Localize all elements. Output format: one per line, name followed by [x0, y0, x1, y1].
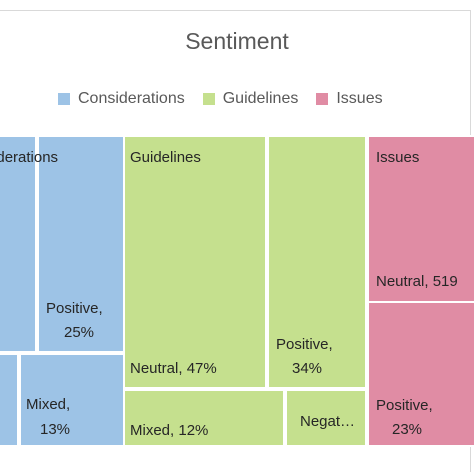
- treemap-rect-issues-1: [367, 135, 474, 303]
- legend-label-considerations: Considerations: [78, 90, 185, 107]
- legend-item-issues: Issues: [316, 90, 383, 108]
- legend-item-considerations: Considerations: [58, 90, 185, 108]
- treemap-rect-considerations-3: [0, 353, 19, 447]
- treemap-label-considerations-2-1: Positive,: [46, 300, 103, 317]
- treemap-label-issues-1-1: Neutral, 519: [376, 273, 458, 290]
- treemap-cell-considerations-4: Mixed, 13%: [19, 353, 125, 447]
- treemap-series-label-considerations: Considerations: [0, 149, 58, 166]
- treemap-label-guidelines-2-2: 34%: [292, 360, 322, 377]
- treemap-rect-guidelines-1: [123, 135, 267, 389]
- treemap-rect-guidelines-3: [123, 389, 285, 447]
- legend-label-guidelines: Guidelines: [222, 90, 299, 107]
- treemap-series-label-issues: Issues: [376, 149, 419, 166]
- treemap-cell-guidelines-1: Neutral, 47%: [123, 135, 267, 389]
- treemap-cell-issues-2: Positive, 23%: [367, 301, 474, 447]
- legend: Considerations Guidelines Issues: [58, 88, 401, 110]
- legend-swatch-issues: [316, 93, 329, 105]
- treemap-rect-issues-2: [367, 301, 474, 447]
- treemap-label-issues-2-2: 23%: [392, 421, 422, 438]
- legend-swatch-guidelines: [202, 93, 215, 105]
- treemap-rect-considerations-4: [19, 353, 125, 447]
- treemap-cell-guidelines-3: Mixed, 12%: [123, 389, 285, 447]
- legend-item-guidelines: Guidelines: [202, 90, 299, 108]
- treemap-cell-guidelines-2: Positive, 34%: [267, 135, 367, 389]
- treemap-cell-issues-1: Neutral, 519: [367, 135, 474, 303]
- treemap-rect-guidelines-4: [285, 389, 367, 447]
- treemap-rect-considerations-2: [37, 135, 125, 353]
- chart-title: Sentiment: [185, 28, 289, 54]
- treemap-cell-guidelines-4: Negat…: [285, 389, 367, 447]
- treemap-label-considerations-4-2: 13%: [40, 421, 70, 438]
- legend-swatch-considerations: [58, 93, 70, 105]
- treemap-cell-considerations-3: [0, 353, 19, 447]
- treemap-series-label-guidelines: Guidelines: [130, 149, 201, 166]
- legend-label-issues: Issues: [336, 90, 383, 107]
- treemap-label-considerations-2-2: 25%: [64, 324, 94, 341]
- treemap-cell-considerations-1: [0, 135, 37, 353]
- treemap-rect-guidelines-2: [267, 135, 367, 389]
- treemap-rect-considerations-1: [0, 135, 37, 353]
- treemap-cell-considerations-2: Positive, 25%: [37, 135, 125, 353]
- treemap-label-issues-2-1: Positive,: [376, 397, 433, 414]
- treemap-label-guidelines-2-1: Positive,: [276, 336, 333, 353]
- treemap-label-guidelines-3-1: Mixed, 12%: [130, 422, 208, 439]
- treemap-label-guidelines-4-1: Negat…: [300, 413, 355, 430]
- treemap-label-considerations-4-1: Mixed,: [26, 396, 70, 413]
- treemap-label-guidelines-1-1: Neutral, 47%: [130, 360, 217, 377]
